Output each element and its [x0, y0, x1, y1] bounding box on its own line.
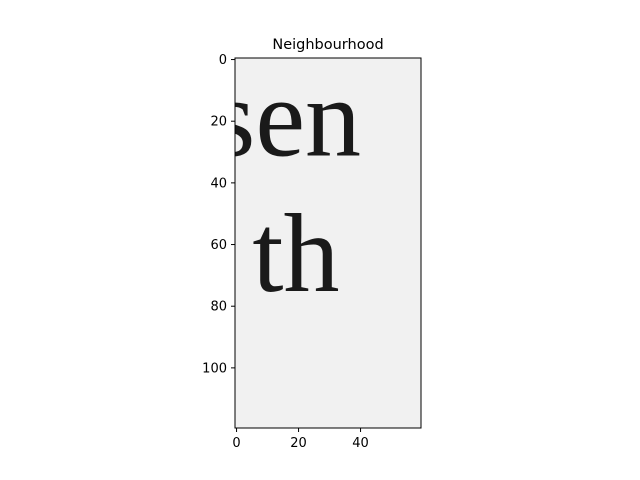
x-tick-label: 20 — [290, 436, 307, 451]
y-tick-label: 80 — [210, 300, 227, 315]
x-tick-label: 0 — [232, 436, 240, 451]
x-axis: 0 20 40 — [232, 428, 369, 451]
x-tick-label: 40 — [352, 436, 369, 451]
chart-title: Neighbourhood — [272, 37, 383, 53]
y-tick-label: 100 — [202, 361, 227, 376]
y-axis: 0 20 40 60 80 100 — [202, 53, 235, 376]
image-text-line-0: sen — [212, 56, 361, 180]
axes-frame — [234, 57, 422, 429]
y-tick-label: 60 — [210, 238, 227, 253]
y-tick-label: 0 — [219, 53, 227, 68]
y-tick-label: 40 — [210, 176, 227, 191]
y-tick-label: 20 — [210, 115, 227, 130]
image-background — [235, 58, 421, 428]
image-text-line-1: n th — [168, 192, 339, 316]
